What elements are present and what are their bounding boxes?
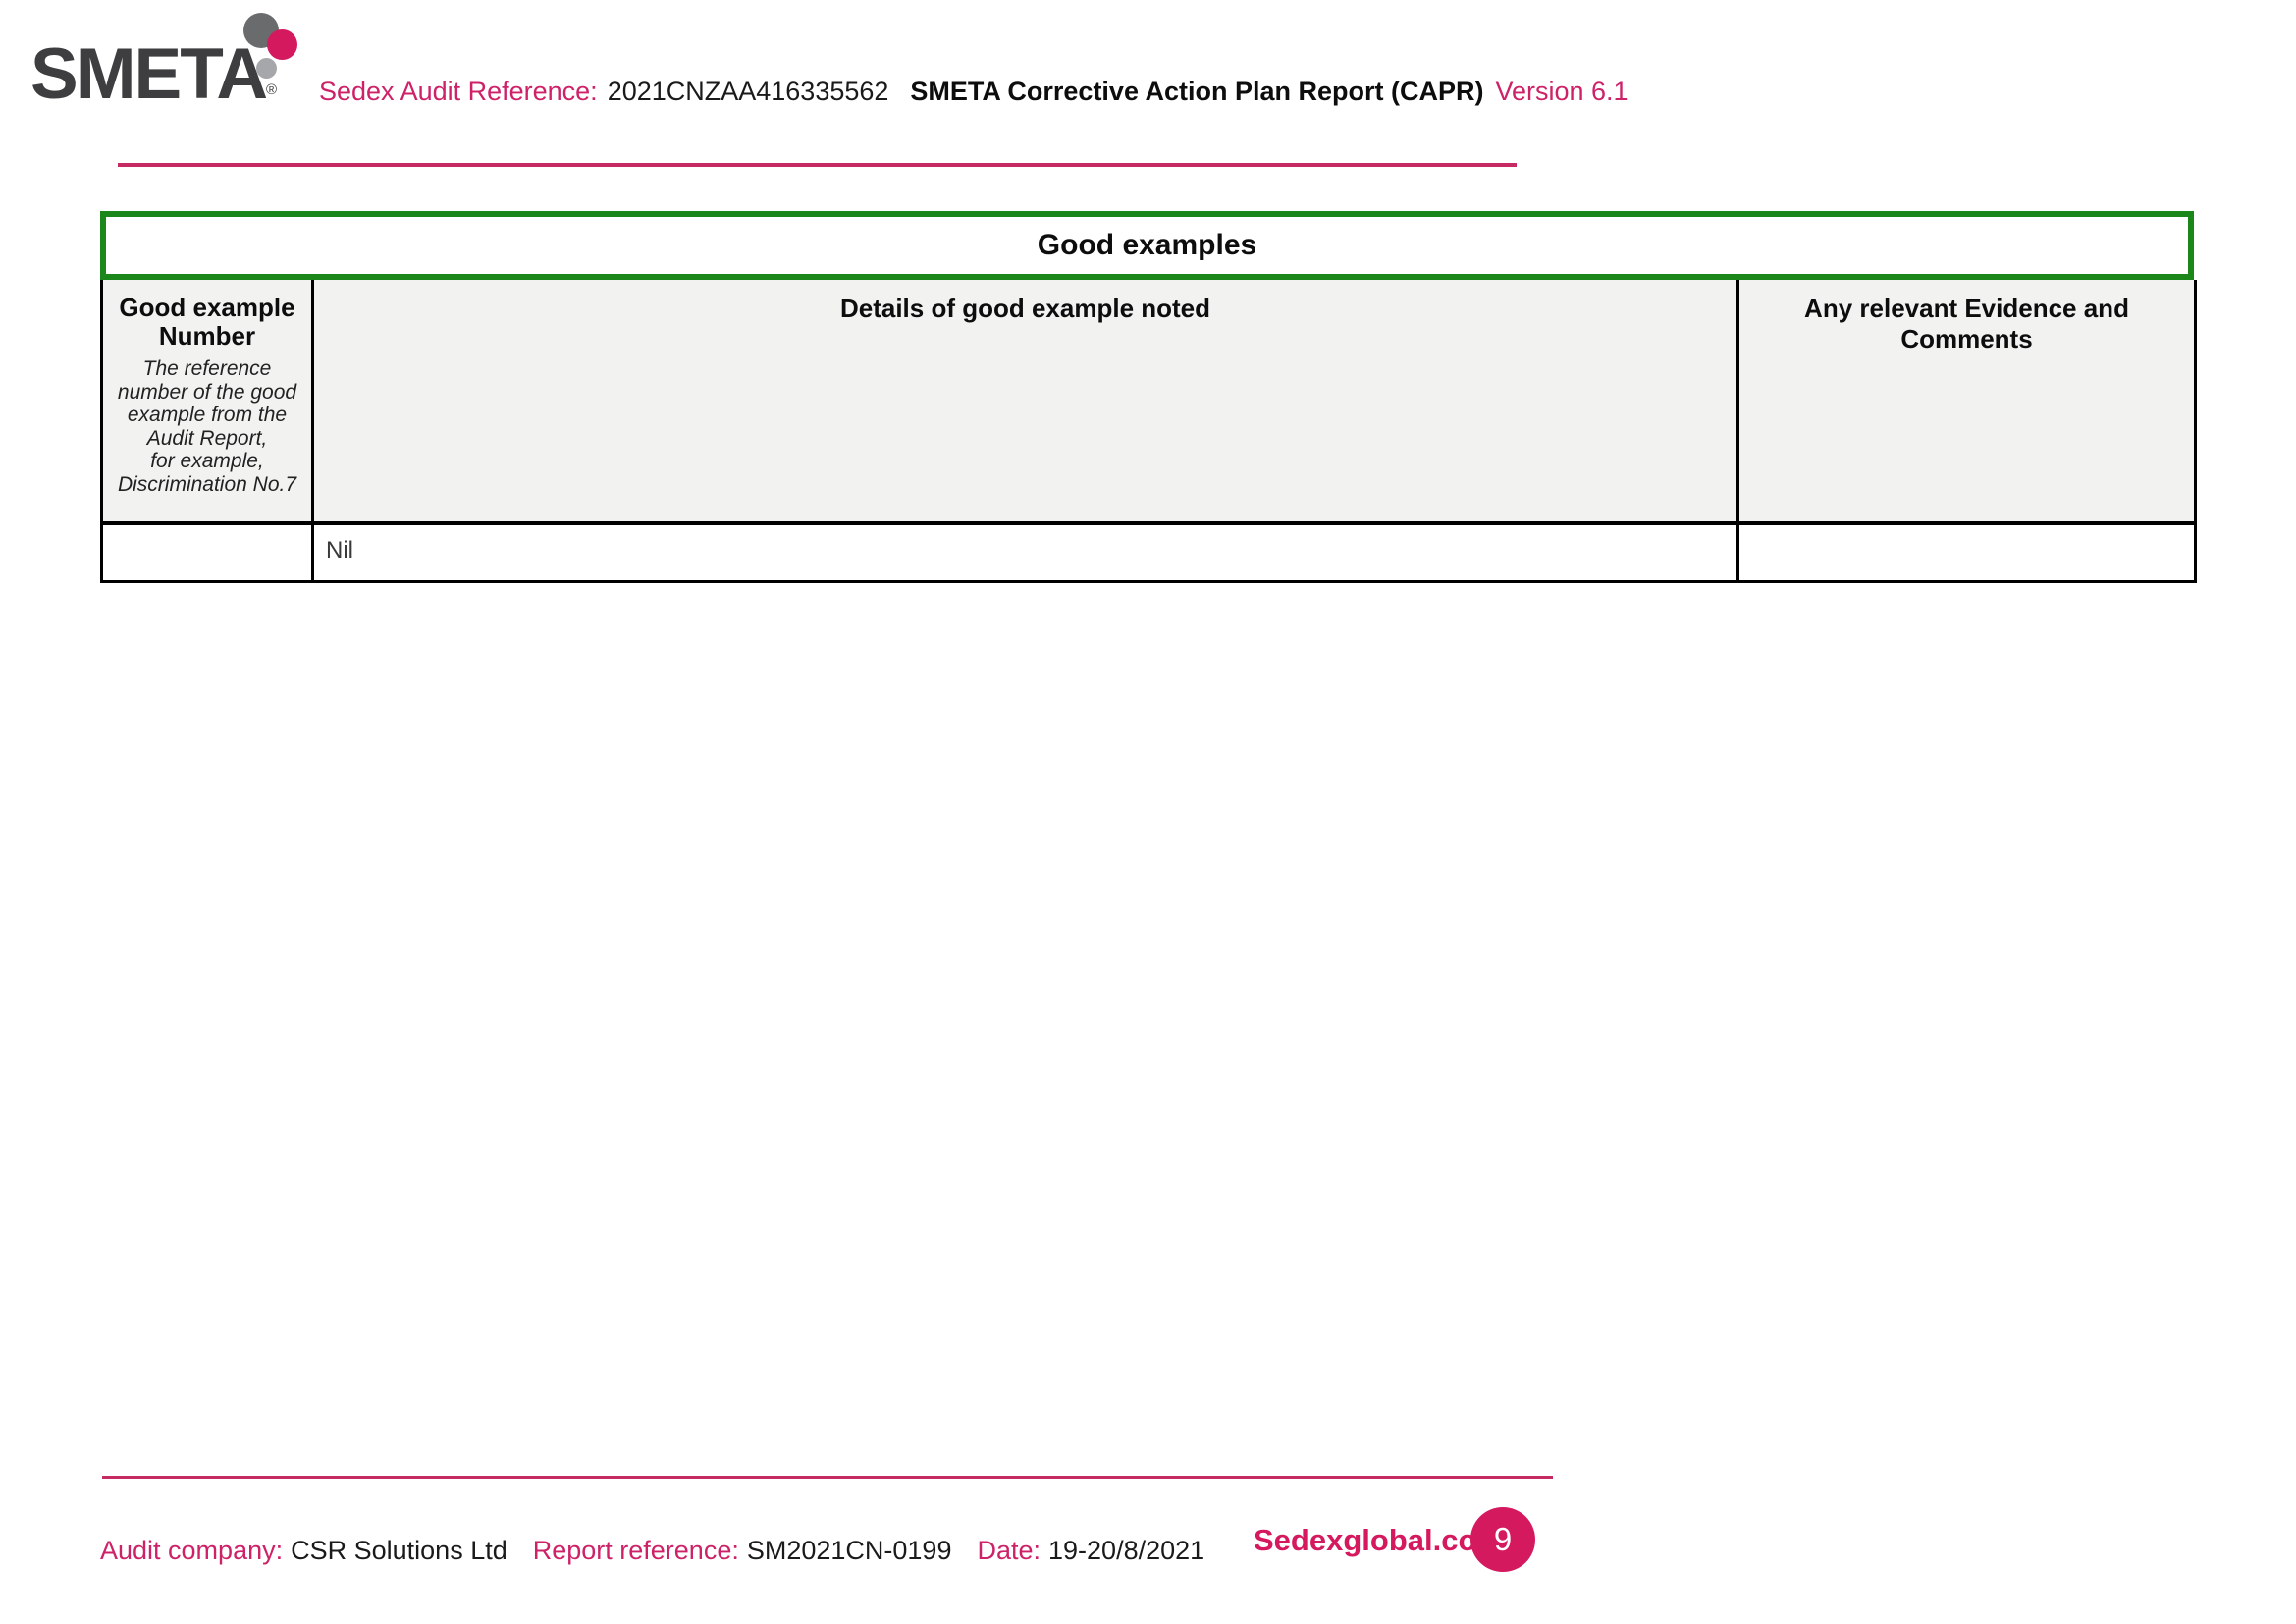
page-number-badge: 9: [1470, 1507, 1535, 1572]
column-header-label: Good example Number: [119, 293, 295, 351]
smeta-logo-text: SMETA: [30, 34, 268, 114]
page-number: 9: [1493, 1521, 1513, 1557]
date-label: Date:: [977, 1536, 1041, 1565]
good-examples-title-box: Good examples: [100, 211, 2194, 280]
footer-meta-row: Audit company: CSR Solutions Ltd Report …: [100, 1536, 1204, 1566]
header-reference-row: Sedex Audit Reference: 2021CNZAA41633556…: [319, 77, 1629, 107]
good-examples-title: Good examples: [1037, 229, 1257, 261]
column-header-label: Any relevant Evidence and Comments: [1804, 294, 2129, 353]
report-reference-value: SM2021CN-0199: [746, 1536, 952, 1565]
cell-details: Nil: [311, 521, 1739, 583]
report-reference-label: Report reference:: [532, 1536, 739, 1565]
report-version: Version 6.1: [1495, 77, 1629, 106]
column-header-label: Details of good example noted: [839, 294, 1211, 323]
audit-reference-label: Sedex Audit Reference:: [319, 77, 598, 106]
report-title: SMETA Corrective Action Plan Report (CAP…: [910, 77, 1484, 106]
table-row: Nil: [100, 521, 2197, 583]
bottom-divider-rule: [102, 1476, 1553, 1479]
registered-trademark-icon: ®: [266, 81, 278, 98]
cell-evidence: [1736, 521, 2197, 583]
date-value: 19-20/8/2021: [1048, 1536, 1205, 1565]
sedexglobal-link[interactable]: Sedexglobal.com: [1254, 1523, 1504, 1557]
audit-company-value: CSR Solutions Ltd: [291, 1536, 507, 1565]
table-header-row: Good example Number The reference number…: [100, 280, 2197, 525]
audit-company-label: Audit company:: [100, 1536, 284, 1565]
column-header-evidence: Any relevant Evidence and Comments: [1736, 280, 2197, 525]
cell-good-example-number: [100, 521, 314, 583]
good-examples-table: Good example Number The reference number…: [100, 280, 2197, 583]
column-header-subtext: The reference number of the good example…: [117, 357, 297, 496]
logo-dot-pink-icon: [267, 29, 297, 60]
column-header-good-example-number: Good example Number The reference number…: [100, 280, 314, 525]
top-divider-rule: [118, 163, 1517, 167]
smeta-logo: SMETA ®: [0, 0, 324, 118]
logo-dot-light-icon: [256, 58, 277, 79]
audit-reference-value: 2021CNZAA416335562: [607, 77, 889, 106]
good-examples-section: Good examples Good example Number The re…: [100, 211, 2197, 583]
column-header-details: Details of good example noted: [311, 280, 1739, 525]
